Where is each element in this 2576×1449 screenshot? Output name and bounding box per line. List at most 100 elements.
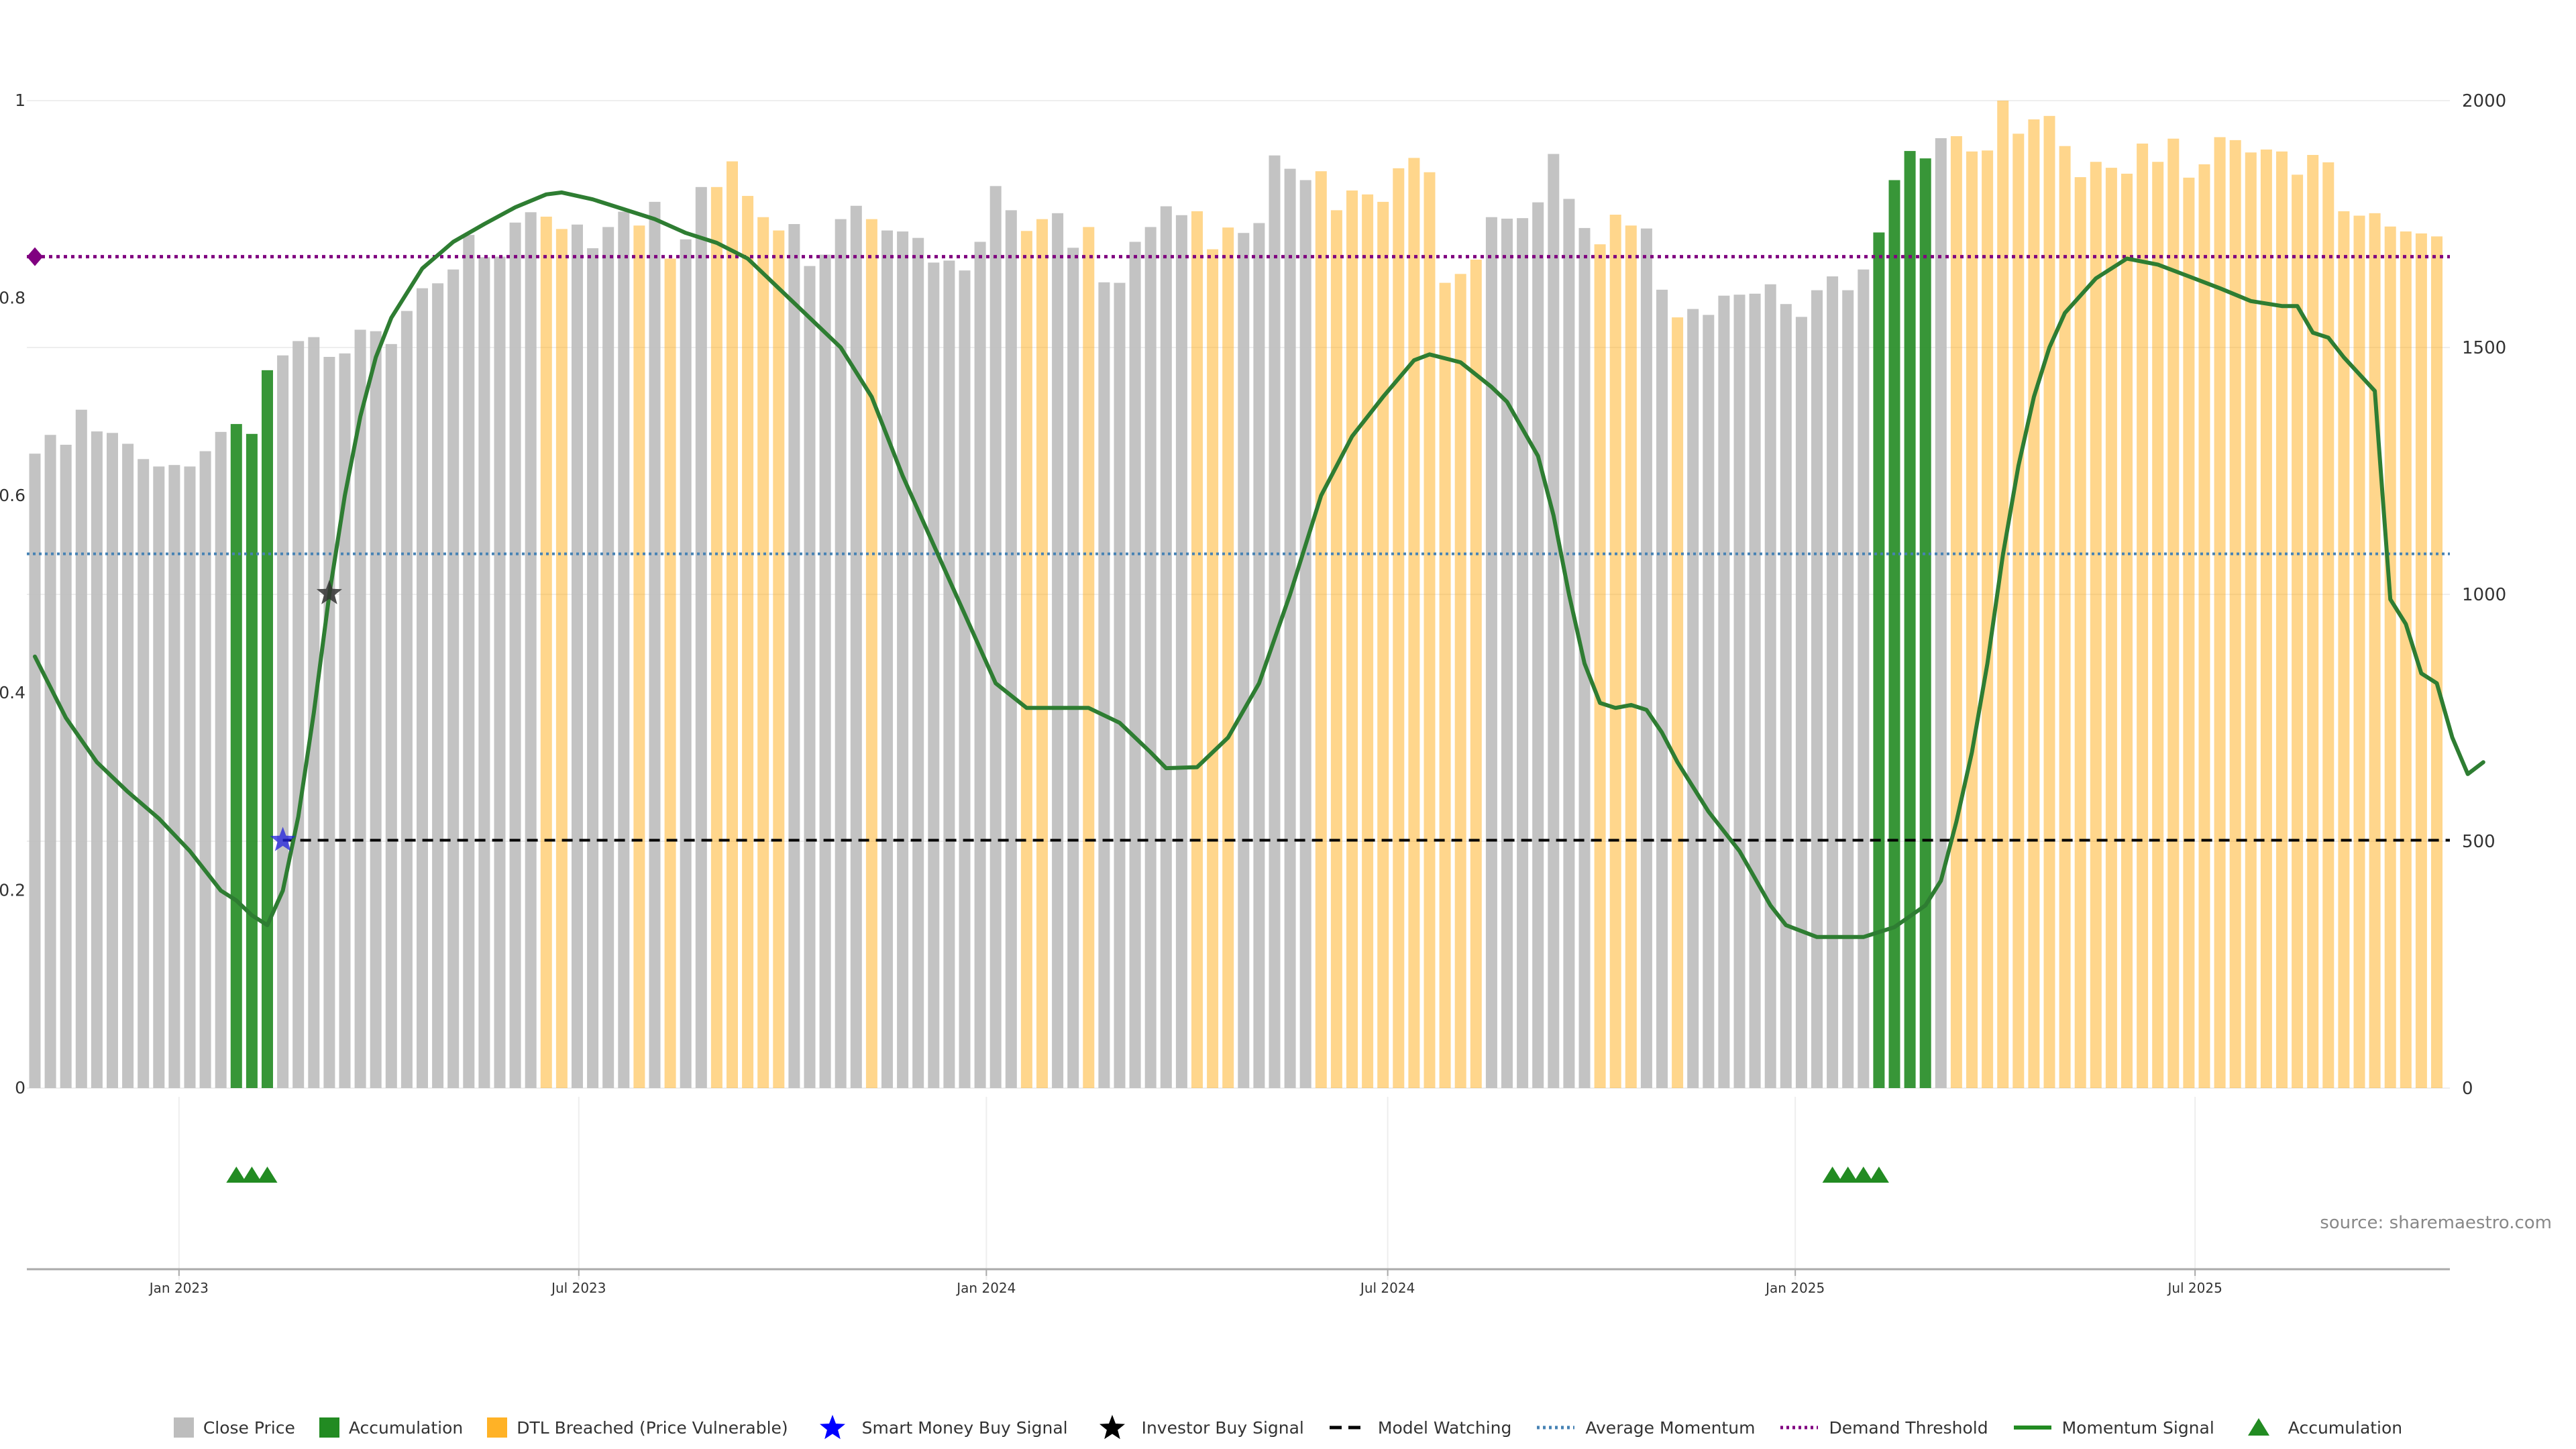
- bar-dtl: [1315, 171, 1327, 1088]
- bar-dtl: [1408, 158, 1420, 1089]
- bar-dtl: [2260, 149, 2272, 1088]
- bar-close: [1858, 269, 1870, 1088]
- bar-close: [835, 219, 847, 1088]
- bar-dtl: [2214, 137, 2226, 1089]
- bar-close: [107, 433, 118, 1088]
- bar-close: [494, 256, 506, 1089]
- legend-square: [487, 1417, 508, 1438]
- bar-close: [989, 186, 1002, 1088]
- bar-dtl: [2012, 133, 2025, 1088]
- investor-buy-star: [316, 580, 342, 604]
- bar-dtl: [2090, 162, 2102, 1088]
- bar-close: [60, 444, 72, 1088]
- bar-close: [323, 356, 335, 1088]
- legend-label: Accumulation: [2288, 1417, 2403, 1438]
- legend-square: [173, 1417, 194, 1438]
- legend-swatch: [2247, 1418, 2269, 1436]
- y-right-tick-label: 1500: [2462, 338, 2506, 358]
- bar-close: [572, 224, 583, 1089]
- legend-swatch: [487, 1417, 508, 1438]
- bar-close: [75, 409, 87, 1088]
- bar-close: [1175, 215, 1187, 1089]
- bar-dtl: [2229, 140, 2241, 1088]
- legend-item: Close Price: [173, 1414, 295, 1441]
- legend-item: Accumulation: [2239, 1414, 2402, 1441]
- bar-dtl: [2059, 146, 2071, 1088]
- bar-dtl: [1625, 225, 1637, 1088]
- smart-money-buy-star: [270, 826, 296, 851]
- legend-item: Average Momentum: [1536, 1414, 1755, 1441]
- y-left-tick-label: 0.4: [0, 683, 25, 702]
- bar-close: [1795, 317, 1807, 1088]
- bar-close: [1811, 290, 1823, 1088]
- legend-swatch: [2013, 1426, 2051, 1430]
- bar-close: [385, 343, 397, 1088]
- bar-close: [1749, 293, 1761, 1088]
- bar-close: [1733, 294, 1746, 1088]
- source-note: source: sharemaestro.com: [2320, 1213, 2552, 1233]
- bar-dtl: [1346, 190, 1358, 1088]
- bar-dtl: [2353, 215, 2365, 1088]
- bar-close: [478, 257, 490, 1088]
- bar-dtl: [2105, 168, 2117, 1089]
- bar-dtl: [1470, 259, 1482, 1089]
- bar-close: [1563, 199, 1575, 1088]
- bar-close: [1067, 248, 1079, 1088]
- y-left-tick-label: 0.6: [0, 486, 25, 505]
- bar-close: [400, 311, 413, 1088]
- legend-label: Momentum Signal: [2061, 1417, 2214, 1438]
- bar-dtl: [742, 196, 754, 1089]
- bar-dtl: [2415, 233, 2427, 1088]
- demand-threshold-marker: [27, 247, 43, 266]
- legend-label: Demand Threshold: [1829, 1417, 1988, 1438]
- bar-dtl: [1020, 231, 1032, 1089]
- bar-dtl: [2074, 177, 2086, 1089]
- bar-close: [370, 331, 382, 1088]
- bar-dtl: [2369, 213, 2381, 1089]
- legend-swatch: [819, 1415, 845, 1440]
- bar-close: [417, 288, 428, 1089]
- bar-dtl: [2431, 236, 2443, 1088]
- legend-label: Average Momentum: [1585, 1417, 1756, 1438]
- bar-dtl: [2167, 138, 2180, 1088]
- legend-swatch: [1780, 1426, 1819, 1430]
- bar-close: [587, 248, 599, 1089]
- legend-label: Accumulation: [348, 1417, 464, 1438]
- bar-close: [788, 224, 800, 1088]
- bar-dtl: [2137, 144, 2149, 1089]
- bar-dtl: [1609, 215, 1621, 1088]
- y-right-tick-label: 2000: [2462, 91, 2506, 111]
- bar-dtl: [1377, 201, 1389, 1088]
- bar-dtl: [2198, 164, 2210, 1089]
- bar-close: [1052, 213, 1064, 1089]
- accumulation-triangle: [1853, 1167, 1874, 1183]
- bar-close: [912, 237, 924, 1088]
- bar-close: [1144, 227, 1157, 1088]
- bar-dtl: [1454, 274, 1466, 1089]
- bar-close: [1842, 290, 1854, 1088]
- bar-dtl: [2121, 173, 2133, 1089]
- legend-item: Momentum Signal: [2012, 1414, 2214, 1441]
- bar-close: [29, 453, 41, 1088]
- x-tick-label: Jan 2024: [955, 1280, 1016, 1296]
- bar-dtl: [727, 161, 738, 1089]
- bar-dtl: [1191, 211, 1203, 1088]
- bar-dtl: [2338, 211, 2350, 1088]
- bar-dtl: [1330, 210, 1342, 1089]
- legend-star: [1099, 1415, 1125, 1440]
- legend-swatch: [1099, 1415, 1125, 1440]
- y-right-tick-label: 0: [2462, 1079, 2473, 1099]
- bar-close: [339, 353, 351, 1088]
- x-tick-label: Jul 2025: [2166, 1280, 2222, 1296]
- bar-close: [804, 266, 816, 1088]
- bar-close: [1005, 210, 1017, 1089]
- bar-accumulation: [246, 433, 258, 1088]
- bar-dtl: [2245, 152, 2257, 1088]
- y-left-tick-label: 0.2: [0, 881, 25, 900]
- bar-dtl: [2183, 177, 2195, 1088]
- bar-dtl: [1672, 317, 1684, 1088]
- bar-dtl: [540, 216, 552, 1089]
- bar-dtl: [1966, 151, 1978, 1089]
- bar-close: [1548, 154, 1560, 1088]
